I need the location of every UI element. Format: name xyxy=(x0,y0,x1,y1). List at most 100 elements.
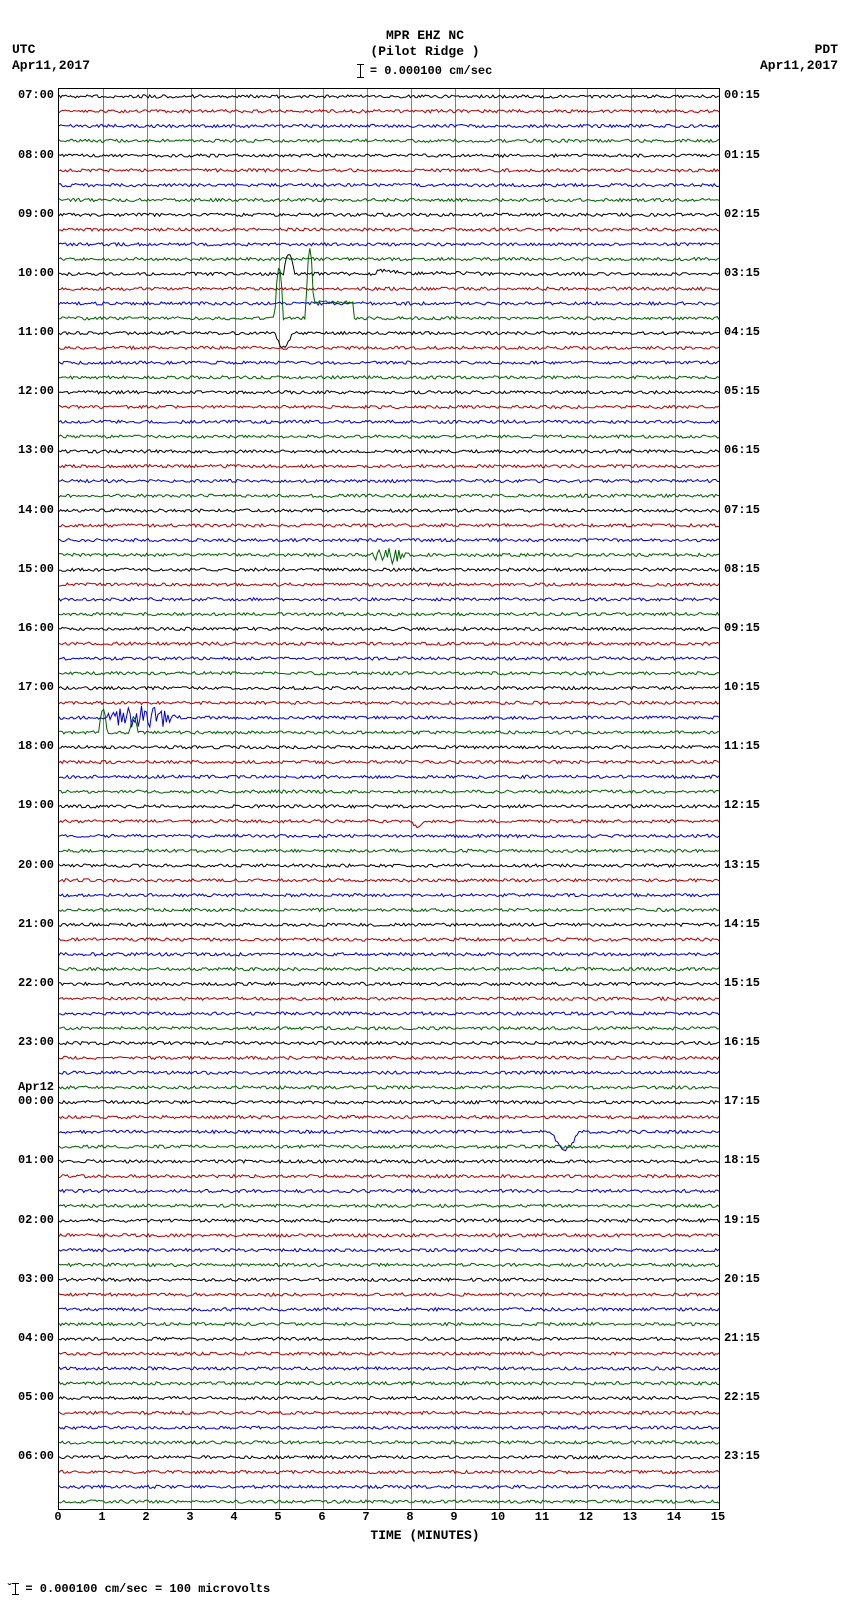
x-axis-tick-label: 8 xyxy=(406,1510,413,1524)
seismic-trace xyxy=(59,687,719,690)
y-axis-left-label: 17:00 xyxy=(2,680,54,694)
seismic-trace xyxy=(59,479,719,482)
footer-scale: ˇ = 0.000100 cm/sec = 100 microvolts xyxy=(6,1582,270,1596)
y-axis-left-label: 04:00 xyxy=(2,1331,54,1345)
seismic-trace xyxy=(59,228,719,231)
footer-scale-bar-icon xyxy=(15,1583,16,1595)
y-axis-right-label: 02:15 xyxy=(724,207,784,221)
x-axis-tick-label: 14 xyxy=(667,1510,681,1524)
y-axis-left-label: 02:00 xyxy=(2,1213,54,1227)
seismic-trace xyxy=(59,1086,719,1089)
y-axis-right-label: 04:15 xyxy=(724,325,784,339)
seismic-trace xyxy=(59,1397,719,1400)
y-axis-right-label: 15:15 xyxy=(724,976,784,990)
y-axis-right-label: 18:15 xyxy=(724,1153,784,1167)
y-axis-right-label: 17:15 xyxy=(724,1094,784,1108)
y-axis-right-label: 09:15 xyxy=(724,621,784,635)
station-name: (Pilot Ridge ) xyxy=(0,44,850,60)
seismic-trace xyxy=(59,1012,719,1015)
seismic-trace xyxy=(59,1382,719,1385)
seismic-trace xyxy=(59,110,719,113)
seismic-trace xyxy=(59,548,719,564)
seismic-trace xyxy=(59,346,719,349)
x-axis-tick-label: 15 xyxy=(711,1510,725,1524)
y-axis-left-label: 07:00 xyxy=(2,88,54,102)
seismic-trace xyxy=(59,420,719,423)
seismic-trace xyxy=(59,391,719,394)
y-axis-right-label: 05:15 xyxy=(724,384,784,398)
x-axis-tick-label: 1 xyxy=(98,1510,105,1524)
seismic-trace xyxy=(59,198,719,201)
y-axis-left-label: 12:00 xyxy=(2,384,54,398)
seismic-trace xyxy=(59,1411,719,1414)
seismic-trace xyxy=(59,709,719,734)
y-axis-right-label: 07:15 xyxy=(724,503,784,517)
x-axis-tick-label: 3 xyxy=(186,1510,193,1524)
seismic-trace xyxy=(59,1293,719,1296)
x-axis-title: TIME (MINUTES) xyxy=(0,1528,850,1543)
seismic-trace xyxy=(59,1367,719,1370)
y-axis-left-label: 16:00 xyxy=(2,621,54,635)
seismic-trace xyxy=(59,701,719,704)
seismic-trace xyxy=(59,908,719,911)
seismic-trace xyxy=(59,820,719,828)
x-axis-tick-label: 11 xyxy=(535,1510,549,1524)
seismic-trace xyxy=(59,1441,719,1444)
seismic-trace xyxy=(59,672,719,675)
seismic-trace xyxy=(59,154,719,157)
seismic-trace xyxy=(59,613,719,616)
station-code: MPR EHZ NC xyxy=(0,28,850,44)
seismic-trace xyxy=(59,450,719,453)
seismic-trace xyxy=(59,775,719,778)
x-axis-tick-label: 6 xyxy=(318,1510,325,1524)
y-axis-right-label: 22:15 xyxy=(724,1390,784,1404)
seismic-trace xyxy=(59,332,719,348)
y-axis-right-label: 06:15 xyxy=(724,443,784,457)
header-center: MPR EHZ NC (Pilot Ridge ) xyxy=(0,28,850,59)
seismic-trace xyxy=(59,1485,719,1488)
y-axis-right-label: 23:15 xyxy=(724,1449,784,1463)
seismic-trace xyxy=(59,1426,719,1429)
seismic-trace xyxy=(59,1249,719,1252)
seismic-trace xyxy=(59,1145,719,1148)
x-axis-tick-label: 2 xyxy=(142,1510,149,1524)
y-axis-left-label: 00:00 xyxy=(2,1094,54,1108)
x-axis-tick-label: 10 xyxy=(491,1510,505,1524)
seismic-trace xyxy=(59,746,719,749)
seismic-trace xyxy=(59,287,719,290)
seismic-trace xyxy=(59,1352,719,1355)
x-axis-tick-label: 5 xyxy=(274,1510,281,1524)
y-axis-left-label: 03:00 xyxy=(2,1272,54,1286)
y-axis-right-label: 10:15 xyxy=(724,680,784,694)
seismic-trace xyxy=(59,879,719,882)
y-axis-left-label: 20:00 xyxy=(2,858,54,872)
y-axis-right-label: 13:15 xyxy=(724,858,784,872)
seismic-trace xyxy=(59,953,719,956)
seismic-trace xyxy=(59,1160,719,1163)
y-axis-left-label: 09:00 xyxy=(2,207,54,221)
y-axis-left-label: 06:00 xyxy=(2,1449,54,1463)
seismic-trace xyxy=(59,1323,719,1326)
y-axis-right-label: 12:15 xyxy=(724,798,784,812)
y-axis-left-label: 22:00 xyxy=(2,976,54,990)
seismic-trace xyxy=(59,938,719,941)
x-axis-tick-label: 7 xyxy=(362,1510,369,1524)
seismic-trace xyxy=(59,169,719,172)
seismic-trace xyxy=(59,1337,719,1340)
seismic-trace xyxy=(59,405,719,408)
y-axis-right-label: 21:15 xyxy=(724,1331,784,1345)
y-axis-left-label: 13:00 xyxy=(2,443,54,457)
plot-area xyxy=(58,88,720,1510)
seismic-trace xyxy=(59,1175,719,1178)
y-axis-left-label: 10:00 xyxy=(2,266,54,280)
seismic-trace xyxy=(59,894,719,897)
seismic-trace xyxy=(59,1204,719,1207)
y-axis-left-label: 05:00 xyxy=(2,1390,54,1404)
seismic-trace xyxy=(59,1470,719,1473)
seismic-trace xyxy=(59,361,719,364)
header-scale: = 0.000100 cm/sec xyxy=(0,64,850,78)
y-axis-left-label: 01:00 xyxy=(2,1153,54,1167)
seismic-trace xyxy=(59,598,719,601)
seismic-trace xyxy=(59,1071,719,1074)
seismic-trace xyxy=(59,706,719,728)
